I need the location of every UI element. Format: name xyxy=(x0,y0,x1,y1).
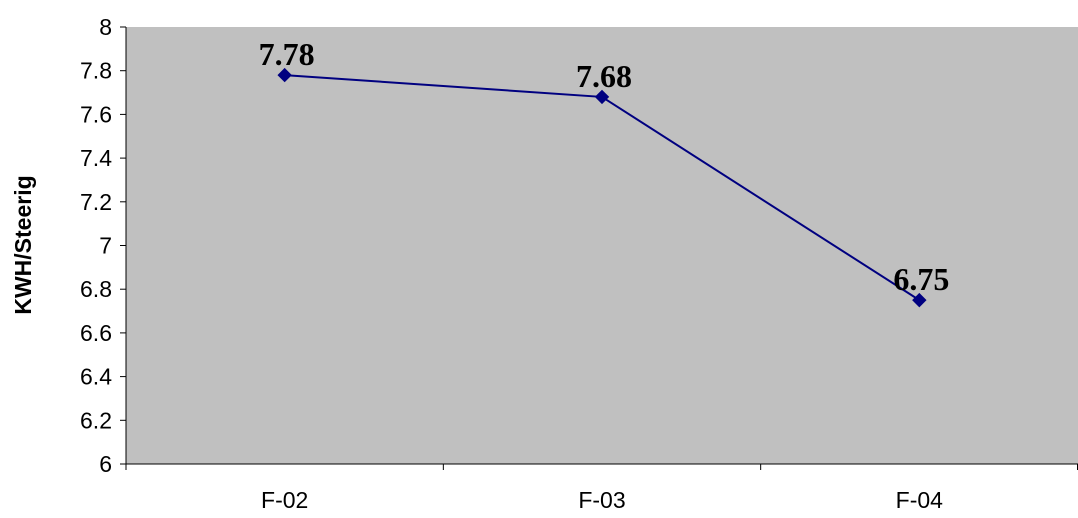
y-tick-label: 6.4 xyxy=(80,364,112,390)
data-point-marker xyxy=(277,67,292,83)
series-layer: 7.78 7.68 6.75 xyxy=(259,36,949,308)
x-tick-label: F-02 xyxy=(261,487,308,513)
y-tick-label: 7.4 xyxy=(80,145,112,171)
y-tick-label: 6.6 xyxy=(80,320,112,346)
y-axis-title: KWH/Steerig xyxy=(10,175,36,314)
x-axis: F-02 F-03 F-04 xyxy=(125,463,1078,513)
data-point-marker xyxy=(594,89,610,105)
data-point-marker xyxy=(912,292,927,308)
y-tick-label: 8 xyxy=(99,14,112,40)
y-tick-label: 6 xyxy=(99,451,112,477)
data-label: 7.68 xyxy=(576,58,632,94)
y-tick-label: 7.2 xyxy=(80,189,112,215)
y-axis: 6 6.2 6.4 6.6 6.8 7 7.2 7.4 7.6 7.8 8 xyxy=(80,14,127,477)
y-tick-label: 7 xyxy=(99,233,112,259)
x-tick-label: F-04 xyxy=(896,487,944,513)
y-tick-label: 6.8 xyxy=(80,276,112,302)
data-label: 7.78 xyxy=(259,36,315,72)
y-tick-label: 7.6 xyxy=(80,101,112,127)
y-tick-label: 7.8 xyxy=(80,58,112,84)
x-tick-label: F-03 xyxy=(578,487,625,513)
y-tick-label: 6.2 xyxy=(80,407,112,433)
data-label: 6.75 xyxy=(893,261,949,297)
